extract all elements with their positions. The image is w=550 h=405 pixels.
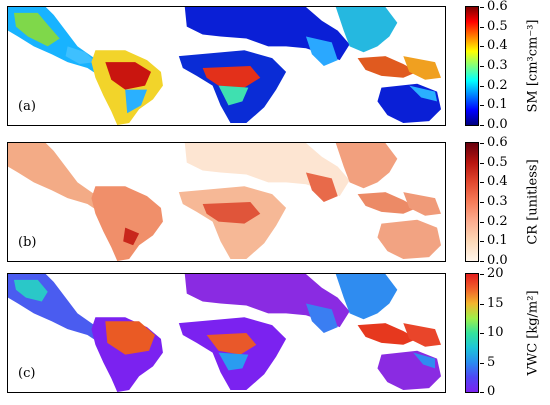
colorbar-label-b: CR [unitless] (523, 142, 543, 262)
colorbar-tick-label-b: 0.6 (487, 135, 508, 150)
colorbar-label-a-text: SM [cm³cm⁻³] (525, 19, 541, 113)
colorbar-tick-label-a: 0.0 (487, 117, 508, 132)
land-b (8, 143, 442, 261)
colorbar-tick-label-a: 0.3 (487, 58, 508, 73)
colorbar-c (465, 273, 479, 393)
panel-label-a: (a) (18, 99, 36, 114)
colorbar-tick-label-c: 10 (487, 325, 504, 340)
colorbar-label-c-text: VWC [kg/m²] (525, 290, 541, 376)
colorbar-tick-label-b: 0.0 (487, 253, 508, 268)
map-c (8, 274, 442, 392)
colorbar-tick-label-c: 5 (487, 354, 496, 370)
colorbar-tick-label-b: 0.3 (487, 194, 508, 209)
colorbar-b (465, 142, 479, 262)
panel-label-b: (b) (18, 235, 37, 250)
colorbar-label-b-text: CR [unitless] (525, 159, 541, 245)
colorbar-tick-label-a: 0.6 (487, 0, 508, 14)
panel-label-c: (c) (18, 366, 36, 381)
colorbar-tick-label-b: 0.4 (487, 174, 508, 190)
colorbar-tick-label-c: 20 (487, 266, 504, 281)
colorbar-a (465, 6, 479, 126)
colorbar-label-a: SM [cm³cm⁻³] (523, 6, 543, 126)
land-c (8, 274, 442, 392)
map-b (8, 143, 442, 261)
colorbar-tick-label-b: 0.5 (487, 154, 508, 170)
colorbar-ticks-b: 0.6 0.5 0.4 0.3 0.2 0.1 0.0 (480, 135, 510, 268)
colorbar-ticks-a: 0.6 0.5 0.4 0.3 0.2 0.1 0.0 (480, 0, 510, 132)
map-panel-a: (a) (7, 6, 446, 126)
colorbar-tick-label-a: 0.2 (487, 77, 508, 93)
colorbar-tick-label-c: 0 (487, 384, 496, 399)
map-a (8, 7, 442, 125)
land-a (8, 7, 442, 125)
colorbar-tick-label-a: 0.4 (487, 38, 508, 54)
colorbar-label-c: VWC [kg/m²] (523, 273, 543, 393)
colorbar-tick-label-a: 0.5 (487, 18, 508, 34)
map-panel-c: (c) (7, 273, 446, 393)
colorbar-tick-label-a: 0.1 (487, 97, 508, 113)
colorbar-tick-label-b: 0.2 (487, 213, 508, 229)
colorbar-ticks-c: 20 15 10 5 0 (480, 266, 510, 399)
colorbar-tick-label-b: 0.1 (487, 233, 508, 249)
map-panel-b: (b) (7, 142, 446, 262)
colorbar-tick-label-c: 15 (487, 295, 504, 311)
